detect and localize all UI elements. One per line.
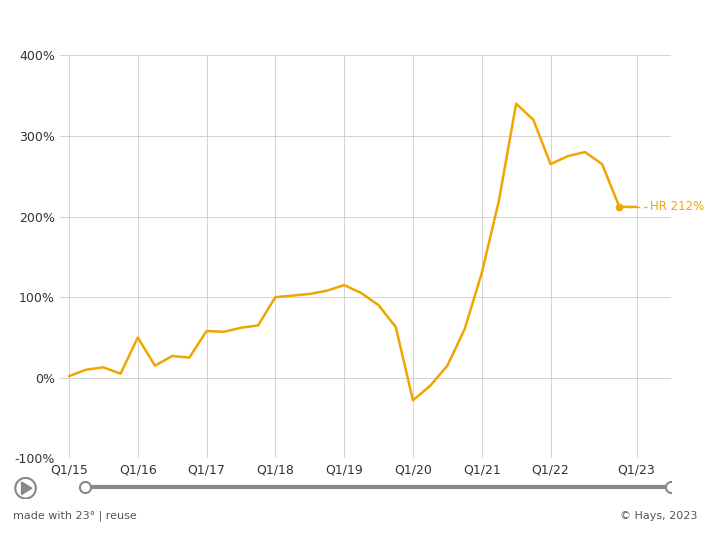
- Polygon shape: [21, 482, 32, 495]
- Text: © Hays, 2023: © Hays, 2023: [620, 511, 697, 521]
- Text: HR 212%: HR 212%: [650, 200, 704, 213]
- Text: made with 23° | reuse: made with 23° | reuse: [13, 511, 136, 521]
- Text: HAYS-FACHKRÄFTE-INDEX DEUTSCHLAND: HAYS-FACHKRÄFTE-INDEX DEUTSCHLAND: [13, 17, 482, 36]
